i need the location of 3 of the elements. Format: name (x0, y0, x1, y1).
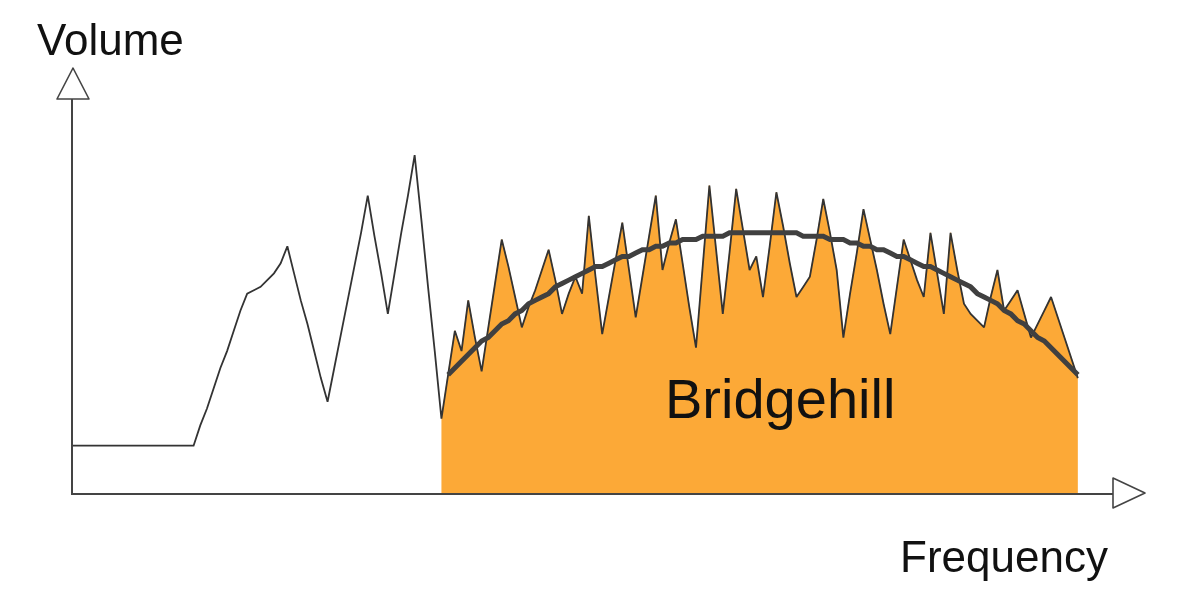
series-label: Bridgehill (665, 367, 896, 430)
x-axis-title: Frequency (900, 532, 1108, 581)
y-axis-title: Volume (37, 15, 184, 64)
